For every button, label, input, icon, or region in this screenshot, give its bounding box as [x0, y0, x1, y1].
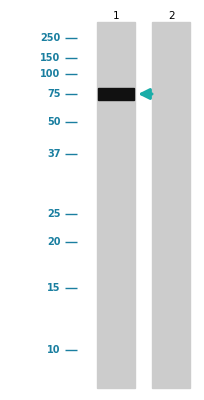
Text: 150: 150: [40, 53, 60, 63]
Text: 10: 10: [47, 345, 60, 355]
Text: 2: 2: [167, 11, 174, 21]
Text: 75: 75: [47, 89, 60, 99]
Text: 37: 37: [47, 149, 60, 159]
Text: 20: 20: [47, 237, 60, 247]
Bar: [96, 22, 134, 388]
Text: 1: 1: [112, 11, 119, 21]
Bar: [98, 88, 133, 100]
Text: 100: 100: [40, 69, 60, 79]
Bar: [151, 22, 189, 388]
Text: 50: 50: [47, 117, 60, 127]
Text: 15: 15: [47, 283, 60, 293]
Text: 25: 25: [47, 209, 60, 219]
Text: 250: 250: [40, 33, 60, 43]
